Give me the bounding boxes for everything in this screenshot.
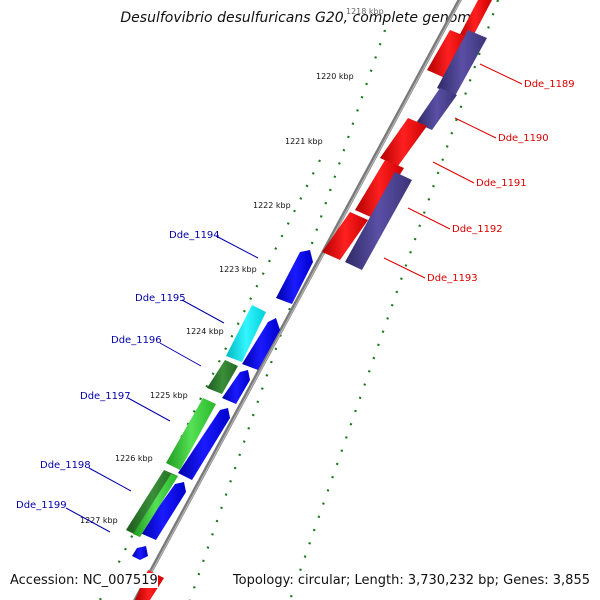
leader-line-dde-1193 [383,257,426,279]
kbp-label: 1224 kbp [186,327,224,336]
kbp-label: 1226 kbp [115,454,153,463]
gene-label-dde-1192[interactable]: Dde_1192 [452,224,503,235]
genome-backbone [133,0,462,600]
gene-dde-1191b[interactable] [355,160,404,218]
gene-label-dde-1195[interactable]: Dde_1195 [135,293,186,304]
leader-line-dde-1194 [215,235,259,259]
gene-dde-1198[interactable] [140,482,186,540]
leader-line-dde-1191 [432,161,475,184]
gene-dde-1198-green-light[interactable] [133,474,178,537]
right-tick-track [288,0,500,600]
kbp-label: 1220 kbp [316,72,354,81]
gene-label-dde-1197[interactable]: Dde_1197 [80,391,131,402]
gene-dde-1197-green[interactable] [166,398,216,470]
leader-line-dde-1197 [127,397,171,422]
kbp-label: 1227 kbp [80,516,118,525]
kbp-label: 1221 kbp [285,137,323,146]
leader-line-dde-1195 [181,299,225,324]
genome-backbone-highlight [135,0,462,600]
map-title: Desulfovibrio desulfuricans G20, complet… [120,10,480,26]
gene-label-dde-1199[interactable]: Dde_1199 [16,500,67,511]
gene-dde-1191[interactable] [380,118,427,166]
leader-line-dde-1190 [454,117,497,139]
kbp-label: 1223 kbp [219,265,257,274]
gene-dde-1195[interactable] [242,318,280,370]
gene-dde-1190b[interactable] [416,88,457,130]
gene-dde-1193[interactable] [322,212,368,260]
leader-line-dde-1198 [88,467,132,492]
gene-dde-1192[interactable] [345,172,412,270]
gene-label-dde-1196[interactable]: Dde_1196 [111,335,162,346]
kbp-label: 1222 kbp [253,201,291,210]
gene-label-dde-1191[interactable]: Dde_1191 [476,178,527,189]
leader-line-dde-1199 [65,507,111,533]
accession-text: Accession: NC_007519 [10,573,158,588]
leader-line-dde-1196 [159,342,202,367]
gene-dde-1194[interactable] [276,250,313,304]
gene-dde-1196-darkgreen[interactable] [207,360,238,394]
genome-summary-text: Topology: circular; Length: 3,730,232 bp… [232,573,590,588]
leader-line-dde-1192 [407,207,451,230]
kbp-label: 1218 kbp [346,7,384,16]
kbp-label: 1225 kbp [150,391,188,400]
gene-label-dde-1190[interactable]: Dde_1190 [498,133,549,144]
gene-label-dde-1198[interactable]: Dde_1198 [40,460,91,471]
gene-label-dde-1194[interactable]: Dde_1194 [169,230,220,241]
gene-dde-1189b[interactable] [427,30,470,78]
gene-dde-1197[interactable] [178,408,230,480]
gene-dde-1196[interactable] [222,370,250,404]
leader-line-dde-1189 [479,63,523,85]
gene-dde-1190[interactable] [437,30,487,96]
gene-dde-1189[interactable] [458,0,492,42]
gene-label-dde-1193[interactable]: Dde_1193 [427,273,478,284]
gene-dde-1195-cyan[interactable] [226,305,266,362]
gene-label-dde-1189[interactable]: Dde_1189 [524,79,575,90]
gene-dde-1199[interactable] [132,546,148,560]
